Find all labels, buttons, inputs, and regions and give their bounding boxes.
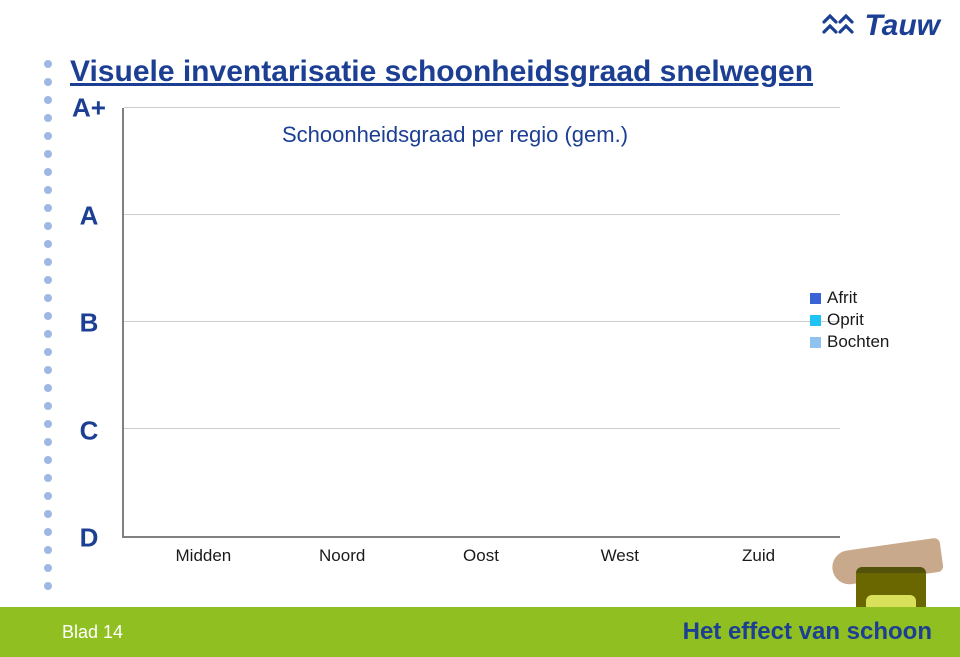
decorative-dots — [44, 60, 54, 610]
y-axis-label: D — [64, 523, 114, 554]
slide: Tauw Visuele inventarisatie schoonheidsg… — [0, 0, 960, 657]
chart: Schoonheidsgraad per regio (gem.) A+ABCD… — [70, 108, 840, 568]
legend-swatch — [810, 315, 821, 326]
legend-swatch — [810, 337, 821, 348]
slide-number: Blad 14 — [62, 622, 123, 643]
y-axis-labels: A+ABCD — [64, 108, 114, 568]
chart-bars — [124, 108, 840, 536]
chart-legend: AfritOpritBochten — [810, 288, 920, 354]
y-axis-label: C — [64, 415, 114, 446]
footer-tagline: Het effect van schoon — [683, 618, 932, 646]
x-axis-label: Noord — [288, 542, 396, 568]
legend-label: Bochten — [827, 332, 889, 352]
x-axis-label: West — [566, 542, 674, 568]
legend-item: Bochten — [810, 332, 920, 352]
footer-bar: Blad 14 Het effect van schoon — [0, 607, 960, 657]
legend-item: Oprit — [810, 310, 920, 330]
y-axis-label: B — [64, 308, 114, 339]
legend-swatch — [810, 293, 821, 304]
brand-name: Tauw — [864, 9, 940, 43]
x-axis-label: Oost — [427, 542, 535, 568]
x-axis-labels: Midden Noord Oost West Zuid — [122, 542, 840, 568]
legend-item: Afrit — [810, 288, 920, 308]
brand-icon — [820, 8, 856, 44]
brand-logo: Tauw — [820, 8, 940, 44]
x-axis-label: Midden — [149, 542, 257, 568]
y-axis-label: A — [64, 200, 114, 231]
page-title: Visuele inventarisatie schoonheidsgraad … — [70, 55, 813, 89]
y-axis-label: A+ — [64, 93, 114, 124]
legend-label: Oprit — [827, 310, 864, 330]
x-axis-label: Zuid — [705, 542, 813, 568]
legend-label: Afrit — [827, 288, 857, 308]
chart-plot-area — [122, 108, 840, 538]
